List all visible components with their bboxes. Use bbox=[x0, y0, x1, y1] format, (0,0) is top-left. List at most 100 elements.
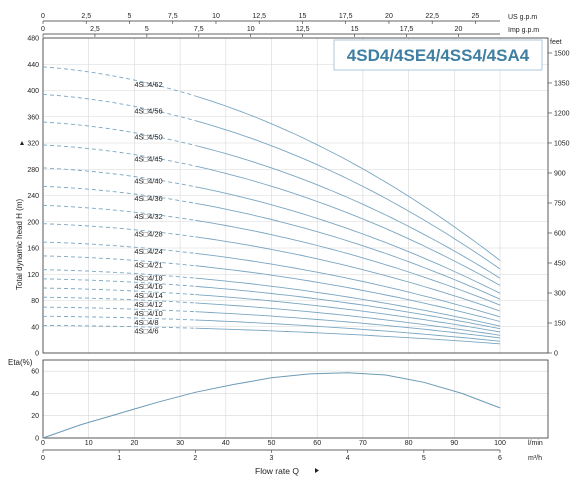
head-curve-dashed bbox=[43, 315, 196, 321]
us-gpm-tick-label: 2,5 bbox=[81, 13, 91, 20]
head-tick-label: 120 bbox=[27, 272, 39, 279]
m3h-tick-label: 3 bbox=[270, 455, 274, 462]
eta-y-axis-label: Eta(%) bbox=[8, 358, 33, 367]
head-curve bbox=[195, 165, 501, 286]
lmin-unit-label: l/min bbox=[528, 440, 543, 447]
feet-tick-label: 750 bbox=[554, 200, 566, 207]
eta-tick-label: 40 bbox=[31, 391, 39, 398]
feet-tick-label: 600 bbox=[554, 230, 566, 237]
head-tick-label: 280 bbox=[27, 167, 39, 174]
lmin-tick-label: 100 bbox=[494, 440, 506, 447]
flow-rate-arrow bbox=[315, 468, 319, 473]
head-curve-dashed bbox=[42, 144, 196, 167]
imp-gpm-tick-label: 7,5 bbox=[194, 26, 204, 33]
eta-tick-label: 0 bbox=[35, 436, 39, 443]
head-curve bbox=[195, 120, 501, 270]
head-tick-label: 160 bbox=[27, 246, 39, 253]
curve-label: 4S□4/50 bbox=[134, 133, 162, 142]
imp-gpm-tick-label: 20 bbox=[455, 26, 463, 33]
feet-tick-label: 900 bbox=[554, 170, 566, 177]
us-gpm-tick-label: 7,5 bbox=[168, 13, 178, 20]
head-tick-label: 80 bbox=[31, 298, 39, 305]
lmin-tick-label: 10 bbox=[85, 440, 93, 447]
feet-tick-label: 150 bbox=[554, 320, 566, 327]
head-curve bbox=[195, 277, 501, 327]
m3h-ticks: 0 1 2 3 4 5 6 bbox=[41, 450, 502, 462]
head-tick-label: 400 bbox=[27, 88, 39, 95]
us-gpm-tick-label: 22,5 bbox=[425, 13, 439, 20]
efficiency-curve bbox=[42, 372, 501, 439]
head-curve-dashed bbox=[42, 121, 196, 146]
imp-gpm-tick-label: 12,5 bbox=[296, 26, 310, 33]
imp-gpm-ticks: 0 2,5 5 7,5 10 12,5 15 17,5 20 bbox=[41, 26, 462, 37]
m3h-tick-label: 1 bbox=[117, 455, 121, 462]
m3h-tick-label: 5 bbox=[422, 455, 426, 462]
head-tick-label: 40 bbox=[31, 324, 39, 331]
lmin-ticks: 0 10 20 30 40 50 60 70 80 90 100 bbox=[41, 440, 506, 447]
head-curve bbox=[195, 285, 501, 330]
m3h-tick-label: 6 bbox=[498, 455, 502, 462]
lmin-tick-label: 40 bbox=[222, 440, 230, 447]
head-curve bbox=[195, 302, 501, 336]
curve-label: 4S□4/62 bbox=[134, 80, 162, 89]
lmin-tick-label: 80 bbox=[405, 440, 413, 447]
head-curve-dashed bbox=[42, 204, 196, 221]
head-curve-dashed bbox=[42, 269, 196, 279]
head-y-axis-arrow bbox=[20, 141, 24, 145]
curve-label: 4S□4/6 bbox=[134, 327, 158, 336]
feet-tick-label: 1050 bbox=[554, 140, 570, 147]
head-curve-dashed bbox=[42, 93, 196, 122]
curve-label: 4S□4/18 bbox=[134, 274, 162, 283]
model-title-box bbox=[333, 39, 543, 71]
us-gpm-ticks: 0 2,5 5 7,5 10 12,5 15 17,5 20 22,5 25 bbox=[41, 13, 479, 24]
head-tick-label: 240 bbox=[27, 193, 39, 200]
curve-label: 4S□4/16 bbox=[134, 282, 162, 291]
m3h-unit-label: m³/h bbox=[528, 455, 542, 462]
head-curve-dashed bbox=[42, 167, 196, 188]
curve-label: 4S□4/12 bbox=[134, 300, 162, 309]
head-curve bbox=[195, 219, 501, 306]
feet-tick-label: 300 bbox=[554, 290, 566, 297]
head-curve-dashed bbox=[42, 306, 196, 313]
head-curve bbox=[195, 95, 501, 261]
curve-label: 4S□4/45 bbox=[134, 155, 162, 164]
efficiency-plot-frame bbox=[42, 359, 549, 439]
curve-label: 4S□4/24 bbox=[134, 247, 162, 256]
head-tick-label: 360 bbox=[27, 114, 39, 121]
head-curve-dashed bbox=[42, 324, 196, 329]
head-curve-dashed bbox=[42, 185, 196, 204]
feet-tick-label: 1200 bbox=[554, 110, 570, 117]
m3h-tick-label: 2 bbox=[193, 455, 197, 462]
head-curve-dashed bbox=[42, 287, 196, 296]
head-tick-label: 200 bbox=[27, 219, 39, 226]
lmin-tick-label: 0 bbox=[41, 440, 45, 447]
curve-label: 4S□4/10 bbox=[134, 309, 162, 318]
us-gpm-tick-label: 10 bbox=[212, 13, 220, 20]
head-curve bbox=[195, 327, 501, 345]
lmin-tick-label: 50 bbox=[268, 440, 276, 447]
head-curve-dashed bbox=[42, 223, 196, 238]
head-curve bbox=[195, 311, 501, 339]
feet-tick-label: 0 bbox=[554, 351, 558, 358]
head-tick-label: 320 bbox=[27, 141, 39, 148]
head-curve-dashed bbox=[42, 241, 196, 254]
head-curve-dashed bbox=[42, 66, 196, 97]
imp-gpm-tick-label: 15 bbox=[351, 26, 359, 33]
m3h-tick-label: 4 bbox=[346, 455, 350, 462]
eta-tick-label: 60 bbox=[31, 369, 39, 376]
feet-unit-label: feet bbox=[550, 39, 562, 46]
head-curve bbox=[195, 236, 501, 312]
imp-gpm-unit-label: Imp g.p.m bbox=[508, 27, 539, 34]
lmin-tick-label: 70 bbox=[359, 440, 367, 447]
lmin-tick-label: 60 bbox=[313, 440, 321, 447]
curve-label: 4S□4/56 bbox=[134, 106, 162, 115]
us-gpm-tick-label: 0 bbox=[41, 13, 45, 20]
curve-label: 4S□4/8 bbox=[134, 318, 158, 327]
imp-gpm-tick-label: 5 bbox=[145, 26, 149, 33]
head-curve-dashed bbox=[42, 278, 196, 287]
head-curve bbox=[195, 202, 501, 300]
head-curves bbox=[42, 66, 501, 345]
curve-label: 4S□4/40 bbox=[134, 176, 162, 185]
head-curve bbox=[195, 265, 501, 322]
